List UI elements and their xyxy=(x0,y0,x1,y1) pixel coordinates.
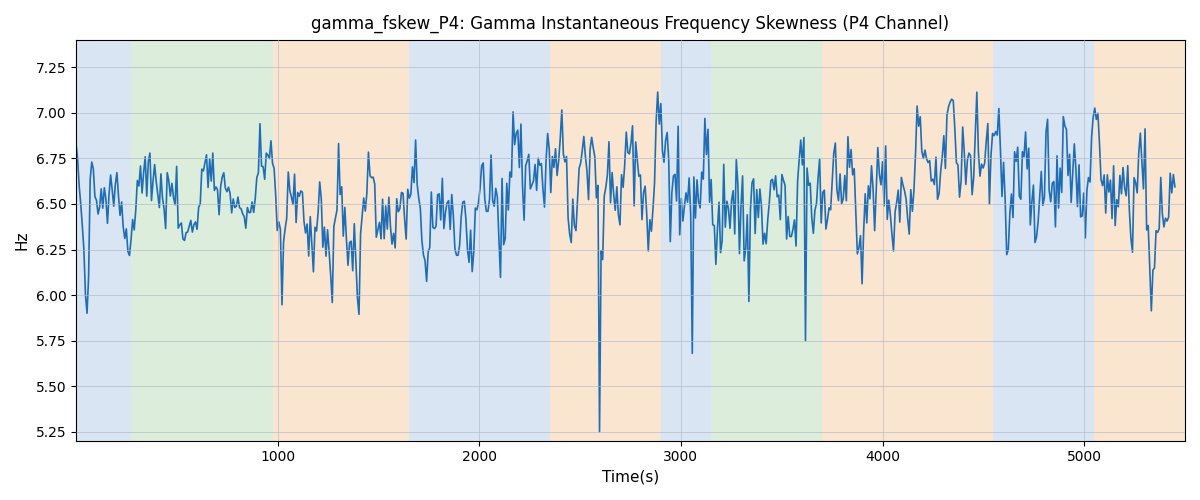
Bar xyxy=(852,40,994,440)
Bar xyxy=(822,40,852,440)
Bar xyxy=(272,40,409,440)
Bar xyxy=(76,40,132,440)
X-axis label: Time(s): Time(s) xyxy=(602,470,659,485)
Bar xyxy=(1094,40,1184,440)
Bar xyxy=(132,40,272,440)
Bar xyxy=(409,40,550,440)
Bar xyxy=(550,40,661,440)
Title: gamma_fskew_P4: Gamma Instantaneous Frequency Skewness (P4 Channel): gamma_fskew_P4: Gamma Instantaneous Freq… xyxy=(312,15,949,34)
Bar xyxy=(712,40,822,440)
Bar xyxy=(701,40,712,440)
Bar xyxy=(994,40,1094,440)
Bar xyxy=(661,40,701,440)
Y-axis label: Hz: Hz xyxy=(14,230,30,250)
